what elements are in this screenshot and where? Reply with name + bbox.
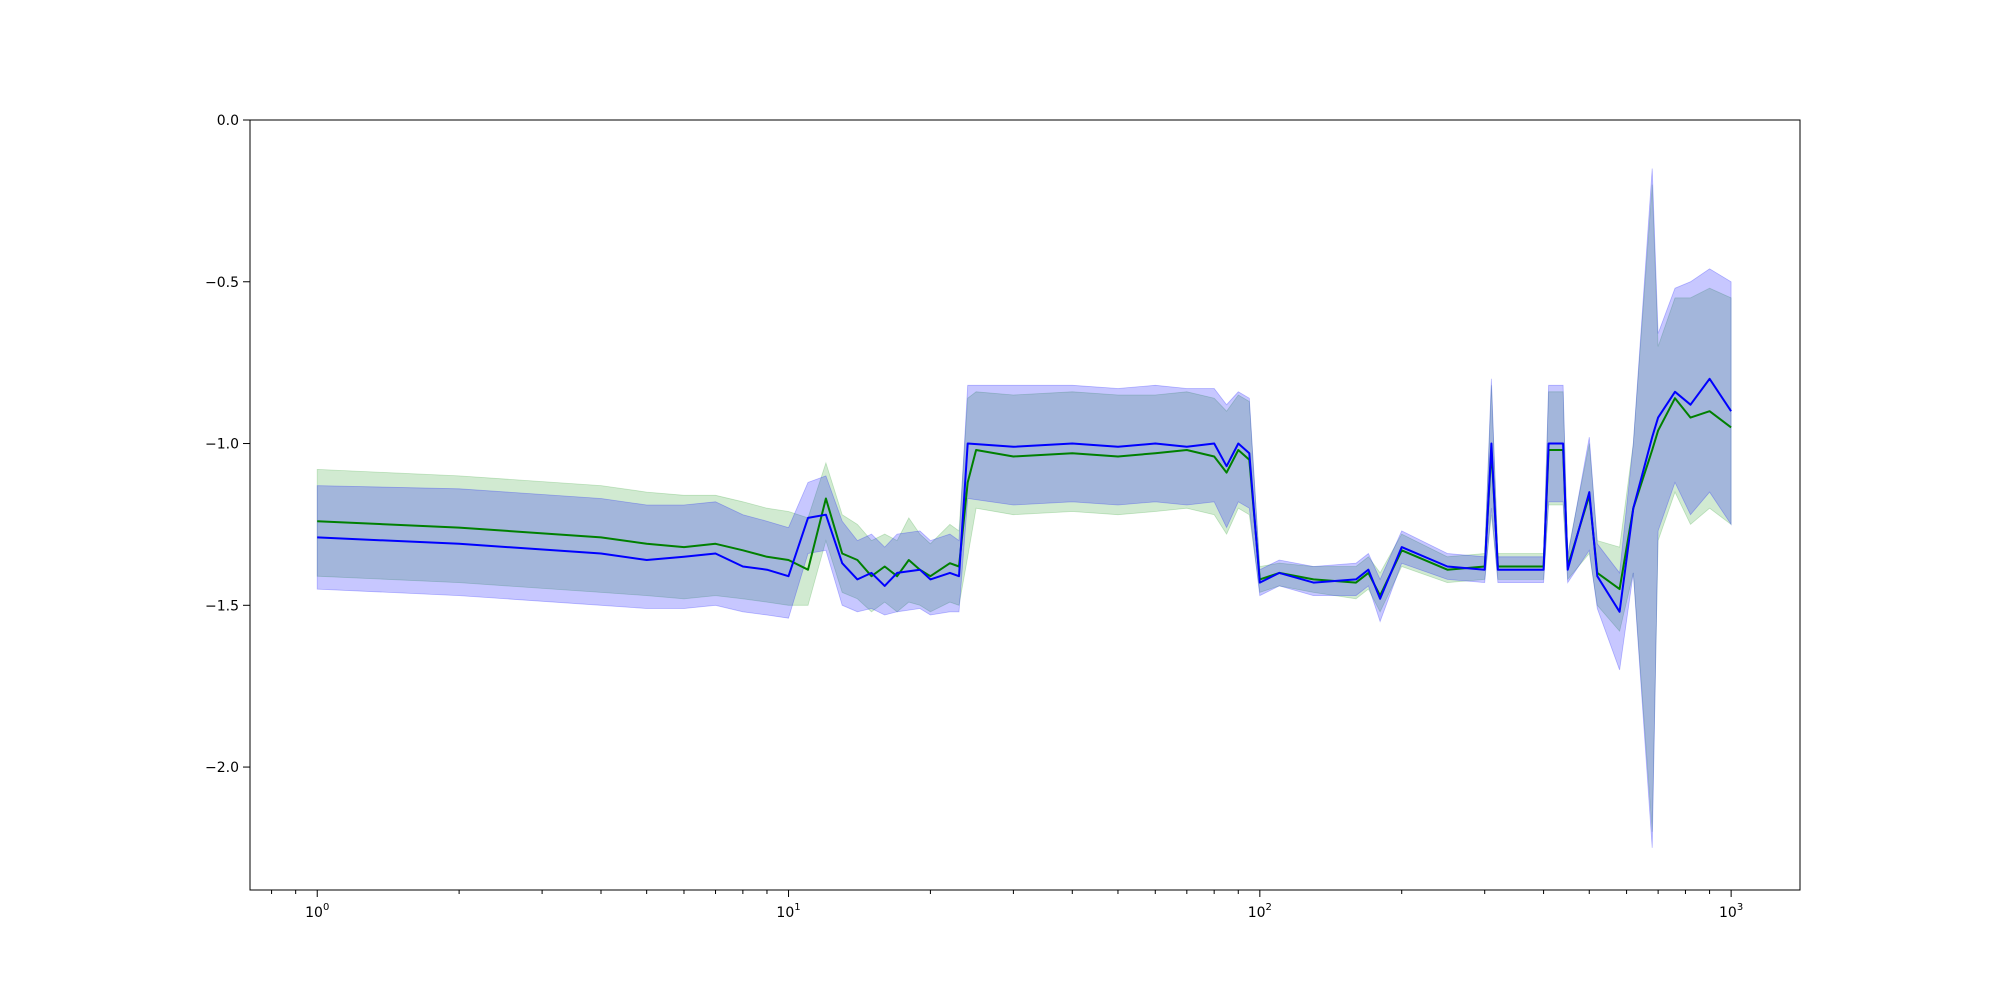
x-tick-exponent: 3 xyxy=(1737,902,1743,913)
plot-frame xyxy=(249,119,1801,891)
x-tick-label: 101 xyxy=(776,902,800,921)
x-tick-exponent: 2 xyxy=(1266,902,1272,913)
x-tick-exponent: 0 xyxy=(323,902,329,913)
series-1-band xyxy=(316,168,1732,848)
series-1-line xyxy=(317,377,1732,613)
series-lines xyxy=(317,377,1732,613)
x-tick-base: 10 xyxy=(1719,905,1737,921)
x-axis: 100 101 102 103 xyxy=(271,890,1743,921)
y-tick-label: −1.5 xyxy=(205,598,239,614)
series-0-band xyxy=(316,184,1732,832)
y-tick-label: −2.0 xyxy=(205,760,239,776)
y-axis: 0.0 −0.5 −1.0 −1.5 −2.0 xyxy=(205,113,250,776)
y-tick-label: −1.0 xyxy=(205,437,239,453)
y-tick-label: −0.5 xyxy=(205,275,239,291)
x-tick-base: 10 xyxy=(1248,905,1266,921)
x-tick-label: 103 xyxy=(1719,902,1743,921)
x-tick-base: 10 xyxy=(305,905,323,921)
confidence-bands xyxy=(316,168,1732,848)
x-tick-label: 102 xyxy=(1248,902,1272,921)
y-tick-label: 0.0 xyxy=(217,113,239,129)
x-tick-base: 10 xyxy=(776,905,794,921)
x-tick-exponent: 1 xyxy=(794,902,800,913)
x-tick-label: 100 xyxy=(305,902,329,921)
